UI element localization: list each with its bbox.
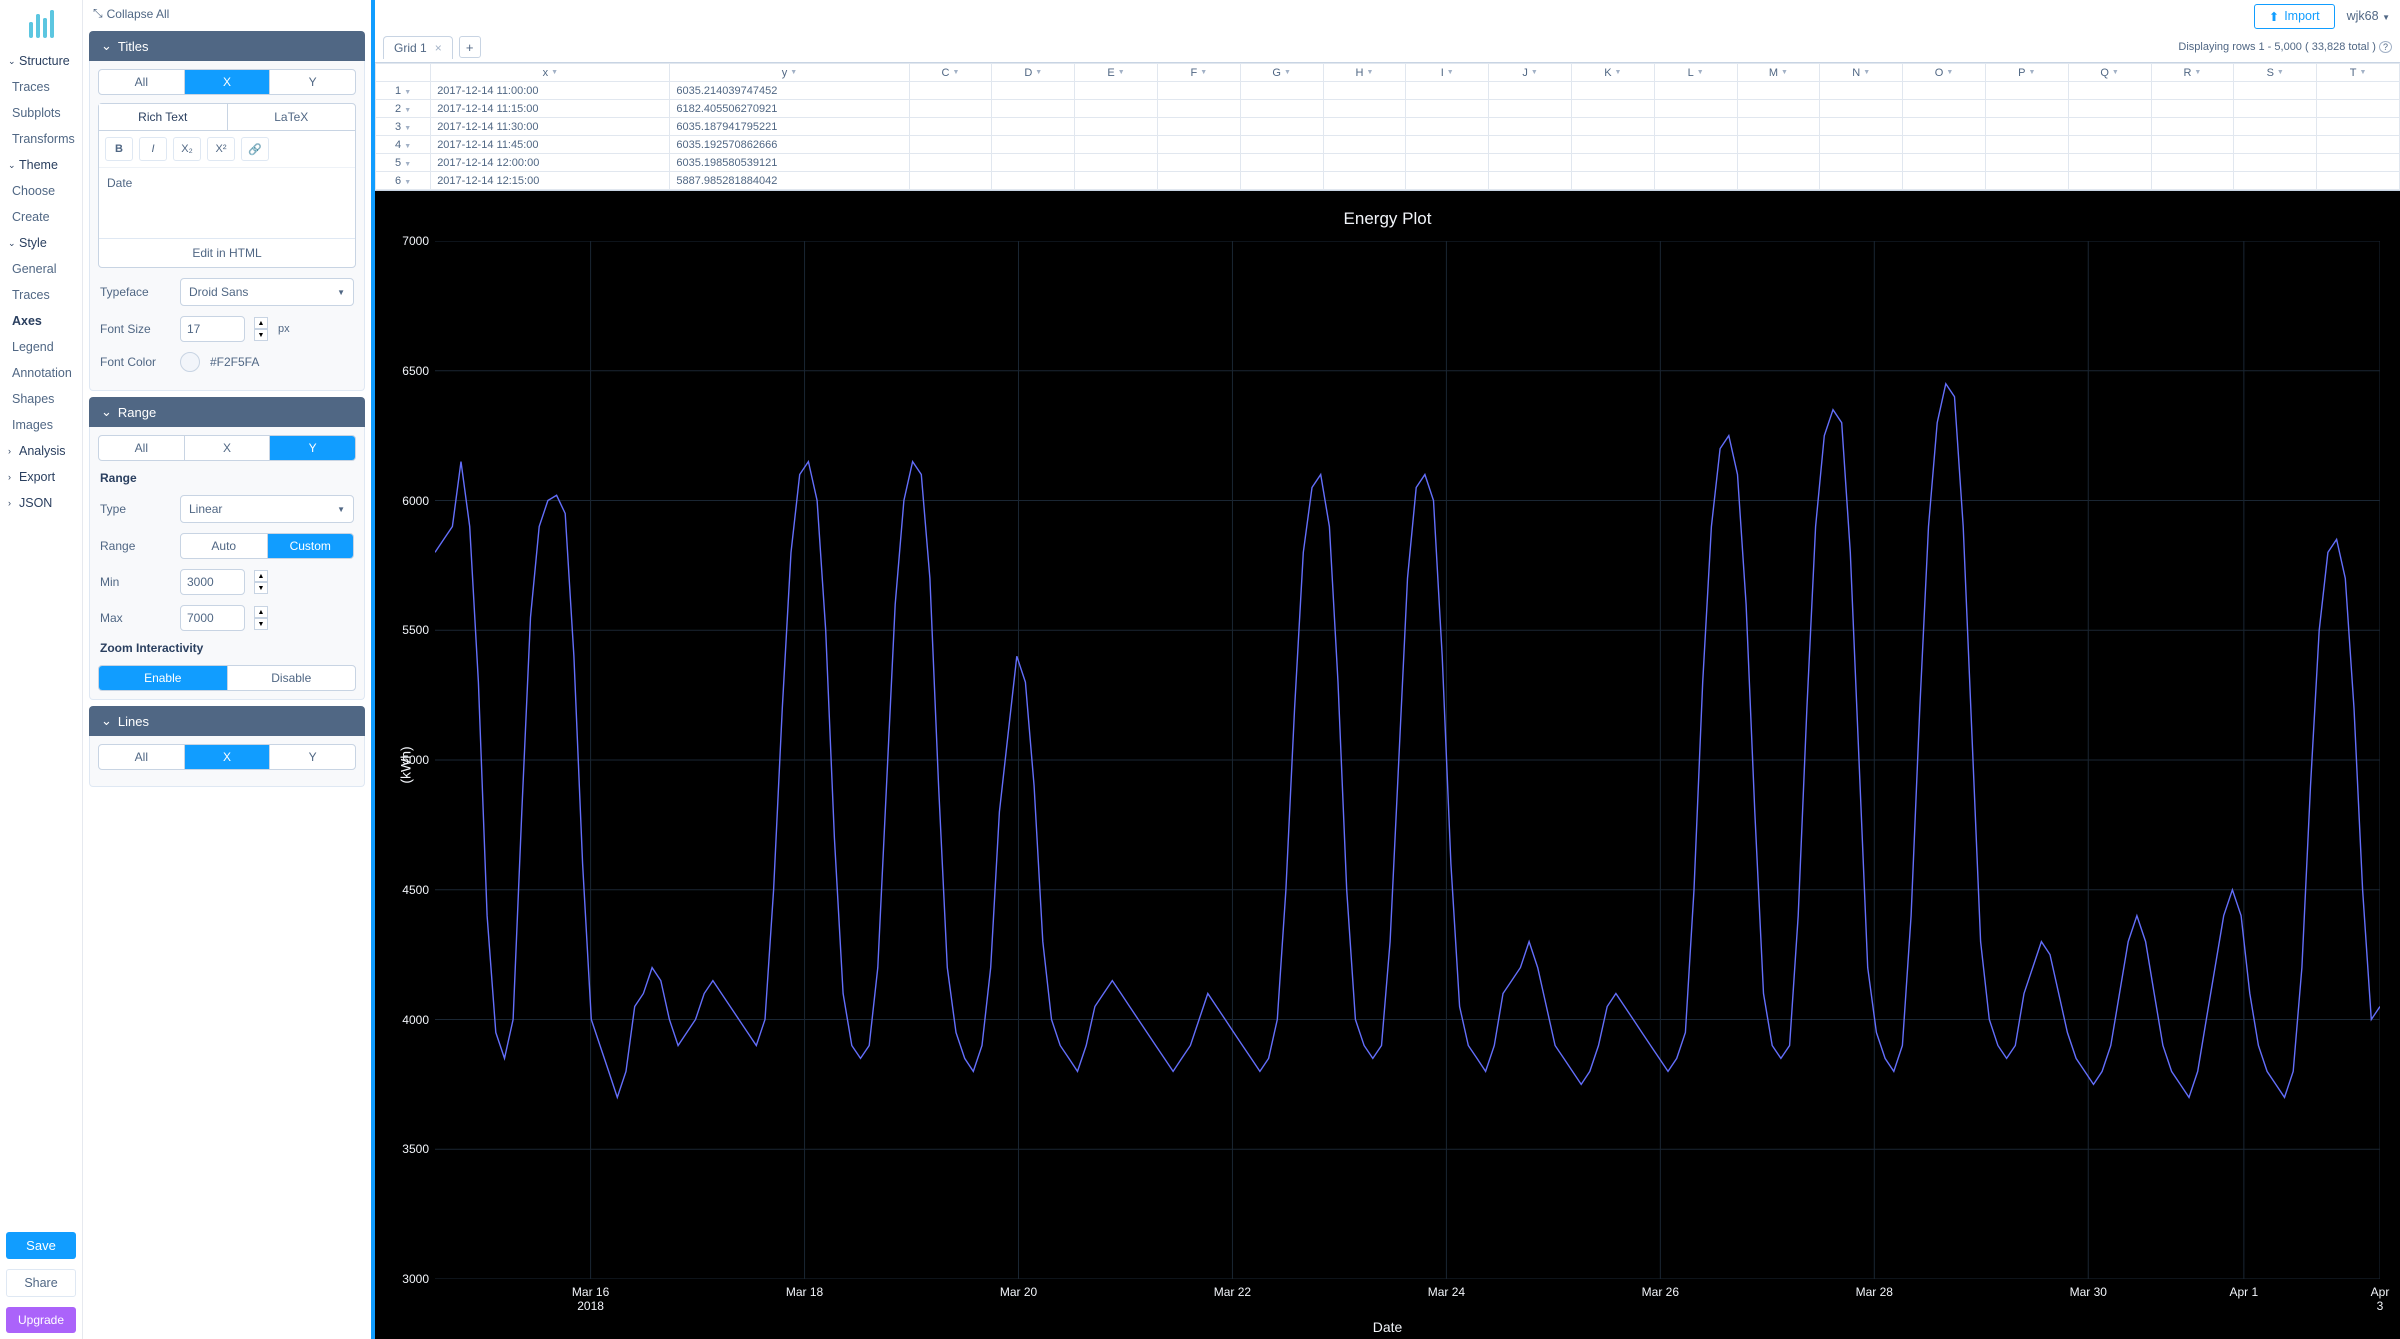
chevron-down-icon: ▼: [2382, 13, 2390, 22]
grid-tab[interactable]: Grid 1×: [383, 36, 453, 59]
range-seg-all[interactable]: All: [99, 436, 185, 460]
fontsize-down-button[interactable]: ▼: [254, 329, 268, 341]
sidebar-item-shapes[interactable]: Shapes: [0, 386, 82, 412]
titles-seg-all[interactable]: All: [99, 70, 185, 94]
save-button[interactable]: Save: [6, 1232, 76, 1259]
sidebar-item-style-traces[interactable]: Traces: [0, 282, 82, 308]
range-min-label: Min: [100, 575, 170, 589]
logo: [0, 0, 82, 48]
rows-info: Displaying rows 1 - 5,000 ( 33,828 total…: [2178, 41, 2392, 53]
chevron-down-icon: ▼: [337, 288, 345, 297]
sidebar-theme-head[interactable]: ⌄Theme: [0, 152, 82, 178]
left-sidebar: ⌄Structure Traces Subplots Transforms ⌄T…: [0, 0, 83, 1339]
lines-axis-segmented: All X Y: [98, 744, 356, 770]
spreadsheet: x ▼y ▼C ▼D ▼E ▼F ▼G ▼H ▼I ▼J ▼K ▼L ▼M ▼N…: [375, 62, 2400, 191]
sidebar-item-subplots[interactable]: Subplots: [0, 100, 82, 126]
titles-seg-y[interactable]: Y: [270, 70, 355, 94]
chevron-down-icon: ⌄: [101, 404, 112, 420]
fontcolor-label: Font Color: [100, 355, 170, 369]
panel-lines-head[interactable]: ⌄Lines: [89, 706, 365, 736]
typeface-label: Typeface: [100, 285, 170, 299]
fontcolor-swatch[interactable]: [180, 352, 200, 372]
range-max-label: Max: [100, 611, 170, 625]
upgrade-button[interactable]: Upgrade: [6, 1307, 76, 1333]
range-max-input[interactable]: [180, 605, 245, 631]
chevron-down-icon: ⌄: [101, 38, 112, 54]
chart-title: Energy Plot: [375, 191, 2400, 229]
close-tab-icon[interactable]: ×: [435, 41, 442, 55]
chevron-down-icon: ⌄: [101, 713, 112, 729]
upload-icon: ⬆: [2269, 9, 2279, 24]
range-seg-x[interactable]: X: [185, 436, 271, 460]
collapse-icon: ⤡: [93, 6, 103, 21]
fontsize-up-button[interactable]: ▲: [254, 317, 268, 329]
lines-seg-x[interactable]: X: [185, 745, 271, 769]
sidebar-analysis-head[interactable]: ›Analysis: [0, 438, 82, 464]
range-axis-segmented: All X Y: [98, 435, 356, 461]
user-menu[interactable]: wjk68 ▼: [2347, 9, 2390, 23]
latex-tab[interactable]: LaTeX: [228, 104, 356, 130]
sidebar-style-head[interactable]: ⌄Style: [0, 230, 82, 256]
range-section-label: Range: [100, 471, 170, 485]
max-up-button[interactable]: ▲: [254, 606, 268, 618]
bold-button[interactable]: B: [105, 137, 133, 161]
sidebar-export-head[interactable]: ›Export: [0, 464, 82, 490]
titles-seg-x[interactable]: X: [185, 70, 271, 94]
panel-titles-head[interactable]: ⌄Titles: [89, 31, 365, 61]
fontsize-unit: px: [278, 323, 290, 335]
sidebar-item-create[interactable]: Create: [0, 204, 82, 230]
share-button[interactable]: Share: [6, 1269, 76, 1297]
richtext-tab[interactable]: Rich Text: [99, 104, 228, 130]
help-icon[interactable]: ?: [2379, 41, 2392, 53]
chevron-down-icon: ▼: [337, 505, 345, 514]
range-min-input[interactable]: [180, 569, 245, 595]
min-down-button[interactable]: ▼: [254, 582, 268, 594]
sidebar-item-transforms[interactable]: Transforms: [0, 126, 82, 152]
title-text-input[interactable]: Date: [99, 168, 355, 238]
chart-area[interactable]: Energy Plot (kWh) Date 30003500400045005…: [375, 191, 2400, 1339]
sidebar-item-axes[interactable]: Axes: [0, 308, 82, 334]
sidebar-json-head[interactable]: ›JSON: [0, 490, 82, 516]
italic-button[interactable]: I: [139, 137, 167, 161]
properties-panel: ⤡Collapse All ⌄Titles All X Y Rich Text …: [83, 0, 375, 1339]
superscript-button[interactable]: X²: [207, 137, 235, 161]
sidebar-structure-head[interactable]: ⌄Structure: [0, 48, 82, 74]
zoom-enable-button[interactable]: Enable: [99, 666, 228, 690]
fontsize-input[interactable]: [180, 316, 245, 342]
panel-range-head[interactable]: ⌄Range: [89, 397, 365, 427]
import-button[interactable]: ⬆Import: [2254, 4, 2335, 29]
range-auto-button[interactable]: Auto: [181, 534, 268, 558]
range-seg-y[interactable]: Y: [270, 436, 355, 460]
add-tab-button[interactable]: +: [459, 36, 481, 58]
range-custom-button[interactable]: Custom: [268, 534, 354, 558]
range-type-select[interactable]: Linear▼: [180, 495, 354, 523]
typeface-select[interactable]: Droid Sans▼: [180, 278, 354, 306]
range-mode-label: Range: [100, 539, 170, 553]
sidebar-item-traces[interactable]: Traces: [0, 74, 82, 100]
edit-in-html-button[interactable]: Edit in HTML: [99, 238, 355, 267]
main-area: ⬆Import wjk68 ▼ Grid 1× + Displaying row…: [375, 0, 2400, 1339]
chart-xlabel: Date: [1373, 1319, 1403, 1335]
collapse-all-button[interactable]: ⤡Collapse All: [83, 0, 371, 27]
subscript-button[interactable]: X₂: [173, 137, 201, 161]
sidebar-item-general[interactable]: General: [0, 256, 82, 282]
range-type-label: Type: [100, 502, 170, 516]
max-down-button[interactable]: ▼: [254, 618, 268, 630]
sidebar-item-annotation[interactable]: Annotation: [0, 360, 82, 386]
min-up-button[interactable]: ▲: [254, 570, 268, 582]
chart-plot: [435, 241, 2380, 1279]
link-button[interactable]: 🔗: [241, 137, 269, 161]
sidebar-item-legend[interactable]: Legend: [0, 334, 82, 360]
titles-axis-segmented: All X Y: [98, 69, 356, 95]
sidebar-item-images[interactable]: Images: [0, 412, 82, 438]
zoom-section-label: Zoom Interactivity: [100, 641, 203, 655]
fontsize-label: Font Size: [100, 322, 170, 336]
sidebar-item-choose[interactable]: Choose: [0, 178, 82, 204]
lines-seg-all[interactable]: All: [99, 745, 185, 769]
zoom-disable-button[interactable]: Disable: [228, 666, 356, 690]
fontcolor-value: #F2F5FA: [210, 355, 259, 369]
lines-seg-y[interactable]: Y: [270, 745, 355, 769]
